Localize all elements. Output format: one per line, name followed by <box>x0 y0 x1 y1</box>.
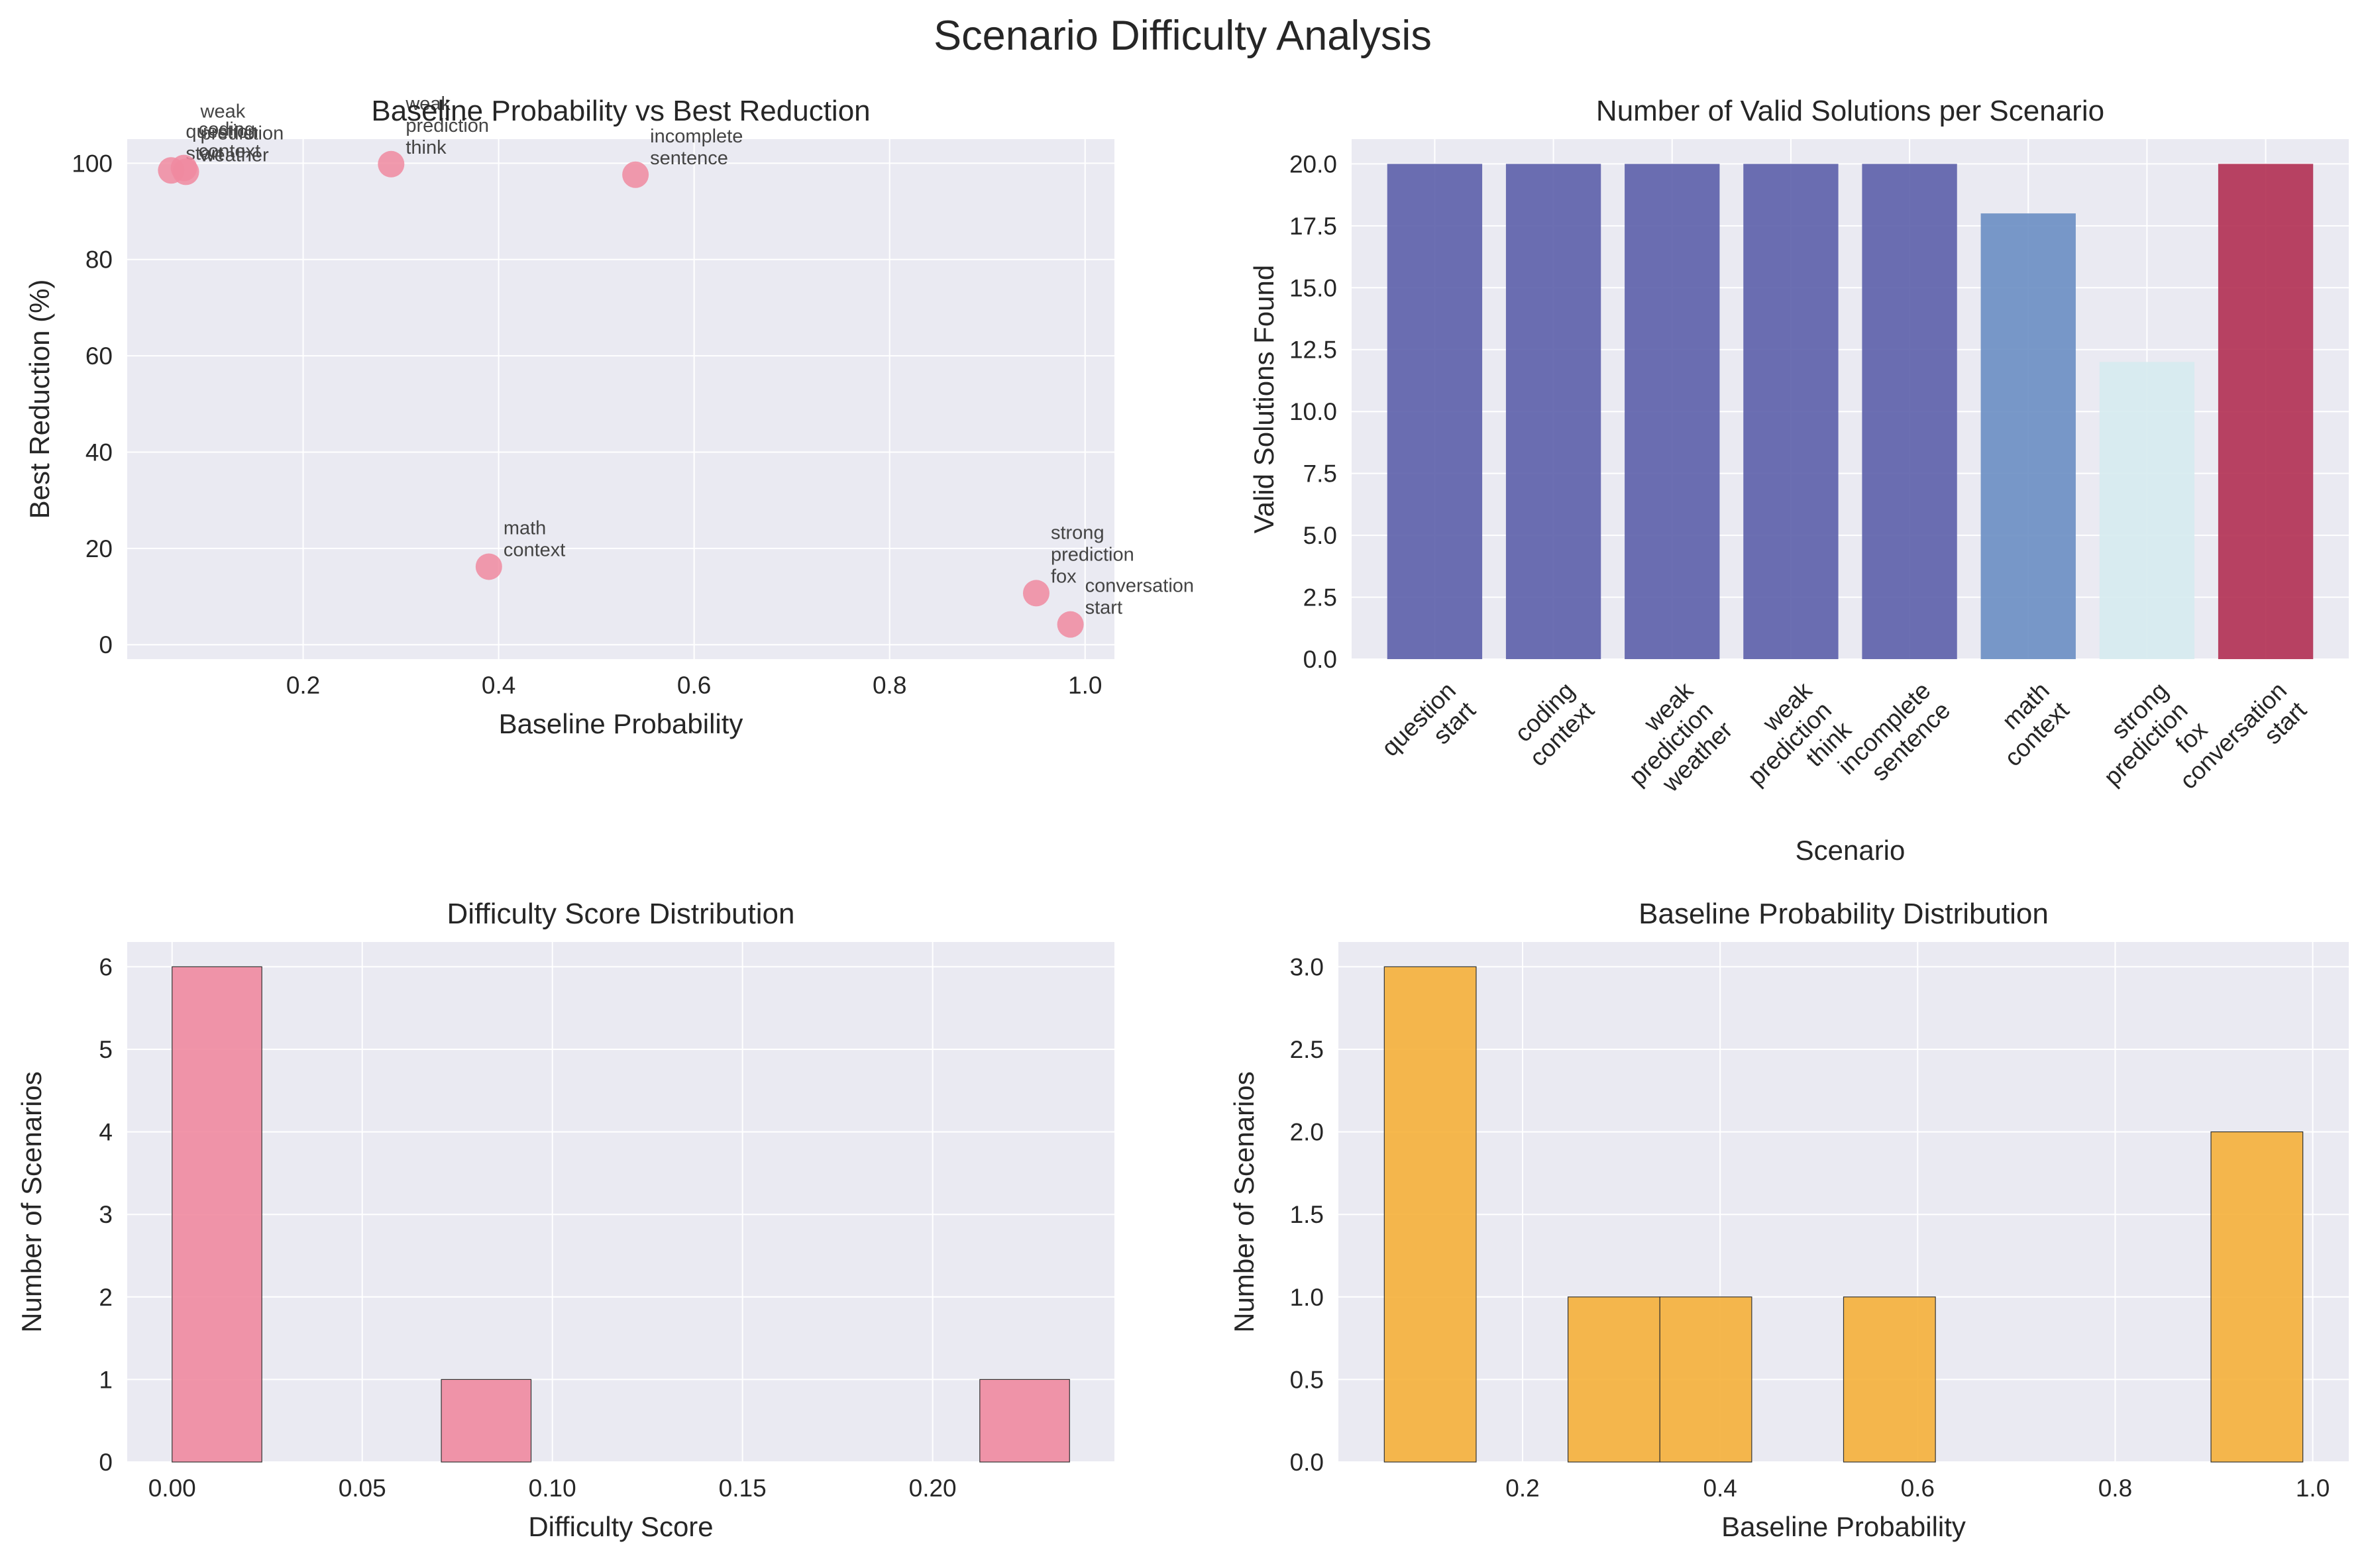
y-tick-label: 0 <box>99 1449 113 1476</box>
plot-area <box>1352 139 2349 659</box>
x-tick-label: 0.8 <box>873 672 906 699</box>
scatter-point <box>1057 611 1084 638</box>
histogram-bar <box>441 1379 532 1463</box>
y-tick-label: 1 <box>99 1366 113 1393</box>
histogram-bar <box>1567 1296 1660 1463</box>
x-tick-label: 0.6 <box>677 672 711 699</box>
scatter-point <box>378 150 405 178</box>
y-tick-label: 40 <box>85 439 113 466</box>
histogram-bar <box>172 966 262 1463</box>
histogram-bar <box>1843 1296 1936 1463</box>
histogram-bar <box>2210 1131 2304 1463</box>
x-tick-label: mathcontext <box>1980 676 2075 772</box>
plot-area <box>127 942 1114 1462</box>
y-tick-label: 100 <box>72 150 113 177</box>
point-annotation: incomplete sentence <box>650 126 743 169</box>
x-tick-label: 1.0 <box>2296 1475 2330 1502</box>
histogram-bar <box>1659 1296 1752 1463</box>
x-axis-label: Scenario <box>1796 835 1906 866</box>
point-annotation: conversation start <box>1085 576 1194 619</box>
y-axis-label: Number of Scenarios <box>1228 1071 1260 1333</box>
y-tick-label: 2.5 <box>1290 1036 1324 1063</box>
panel-title: Baseline Probability Distribution <box>1639 898 2049 930</box>
y-tick-label: 3.0 <box>1290 953 1324 980</box>
bar <box>1743 164 1839 659</box>
x-tick-label: 0.20 <box>909 1475 957 1502</box>
point-annotation: weak prediction think <box>405 93 489 158</box>
point-annotation: math context <box>504 517 566 560</box>
y-axis-label: Best Reduction (%) <box>24 280 55 519</box>
x-tick-label: 0.15 <box>719 1475 767 1502</box>
y-tick-label: 2.5 <box>1303 584 1337 611</box>
bar <box>1862 164 1957 659</box>
x-tick-label: 0.05 <box>339 1475 386 1502</box>
figure-title: Scenario Difficulty Analysis <box>934 13 1432 59</box>
x-tick-label: 0.2 <box>1505 1475 1539 1502</box>
y-tick-label: 10.0 <box>1289 398 1337 425</box>
y-axis-label: Number of Scenarios <box>16 1071 47 1333</box>
x-axis-label: Baseline Probability <box>499 708 743 739</box>
point-annotation: strong prediction fox <box>1051 522 1134 587</box>
x-tick-label: 0.10 <box>529 1475 576 1502</box>
y-tick-label: 80 <box>85 246 113 274</box>
x-tick-label: 0.00 <box>148 1475 196 1502</box>
x-tick-label: 0.4 <box>1703 1475 1737 1502</box>
x-axis-label: Difficulty Score <box>528 1511 713 1542</box>
scatter-point <box>172 158 199 185</box>
y-tick-label: 20 <box>85 535 113 562</box>
x-tick-label: 0.8 <box>2098 1475 2132 1502</box>
panel-title: Difficulty Score Distribution <box>447 898 795 930</box>
y-tick-label: 5.0 <box>1303 522 1337 549</box>
x-axis-label: Baseline Probability <box>1721 1511 1966 1542</box>
x-tick-label: weakpredictionthink <box>1723 676 1856 810</box>
point-annotation: coding context <box>199 119 261 162</box>
y-tick-label: 17.5 <box>1289 213 1337 240</box>
x-tick-label: 1.0 <box>1068 672 1102 699</box>
y-tick-label: 4 <box>99 1119 113 1146</box>
x-tick-label: codingcontext <box>1505 676 1600 772</box>
bar <box>2099 362 2195 659</box>
y-tick-label: 1.0 <box>1290 1284 1324 1311</box>
x-tick-label: questionstart <box>1376 676 1481 781</box>
scatter-point <box>622 161 649 188</box>
bar-panel: 0.0 2.5 5.0 7.5 10.0 12.5 15.0 17.5 20.0 question… <box>1248 95 2349 866</box>
y-tick-label: 0.0 <box>1290 1449 1324 1476</box>
scatter-point <box>475 553 502 580</box>
x-tick-label: 0.4 <box>482 672 515 699</box>
y-tick-label: 12.5 <box>1289 337 1337 364</box>
y-tick-label: 5 <box>99 1036 113 1063</box>
difficulty-histogram-panel: 0 1 2 3 4 5 6 0.00 0.05 0.10 0.15 0.20 Difficulty S… <box>16 898 1114 1542</box>
y-tick-label: 7.5 <box>1303 460 1337 488</box>
scatter-point <box>1022 580 1049 607</box>
histogram-bar <box>979 1379 1070 1463</box>
y-axis-label: Valid Solutions Found <box>1248 265 1279 533</box>
point-annotation: weak prediction weather <box>200 101 284 166</box>
y-tick-label: 60 <box>85 342 113 370</box>
bar <box>2218 164 2314 659</box>
panel-title: Number of Valid Solutions per Scenario <box>1596 95 2104 127</box>
x-tick-label: 0.2 <box>286 672 320 699</box>
panel-title: Baseline Probability vs Best Reduction <box>371 95 870 127</box>
y-tick-label: 3 <box>99 1201 113 1228</box>
bar <box>1505 164 1601 659</box>
y-tick-label: 2.0 <box>1290 1119 1324 1146</box>
y-tick-label: 1.5 <box>1290 1201 1324 1228</box>
y-tick-label: 0.0 <box>1303 646 1337 673</box>
y-tick-label: 0 <box>99 631 113 658</box>
y-tick-label: 20.0 <box>1289 150 1337 178</box>
histogram-bar <box>1383 966 1477 1463</box>
bar <box>1980 213 2076 660</box>
bar <box>1387 164 1483 659</box>
y-tick-label: 0.5 <box>1290 1366 1324 1393</box>
y-tick-label: 6 <box>99 953 113 980</box>
y-tick-label: 2 <box>99 1284 113 1311</box>
baseline-histogram-panel: 0.0 0.5 1.0 1.5 2.0 2.5 3.0 0.2 0.4 0.6 0.8 1.0 Bas… <box>1228 898 2349 1542</box>
bar <box>1625 164 1720 659</box>
y-tick-label: 15.0 <box>1289 274 1337 301</box>
plot-area <box>127 139 1114 659</box>
x-tick-label: weakpredictionweather <box>1604 676 1738 810</box>
x-tick-label: 0.6 <box>1901 1475 1935 1502</box>
